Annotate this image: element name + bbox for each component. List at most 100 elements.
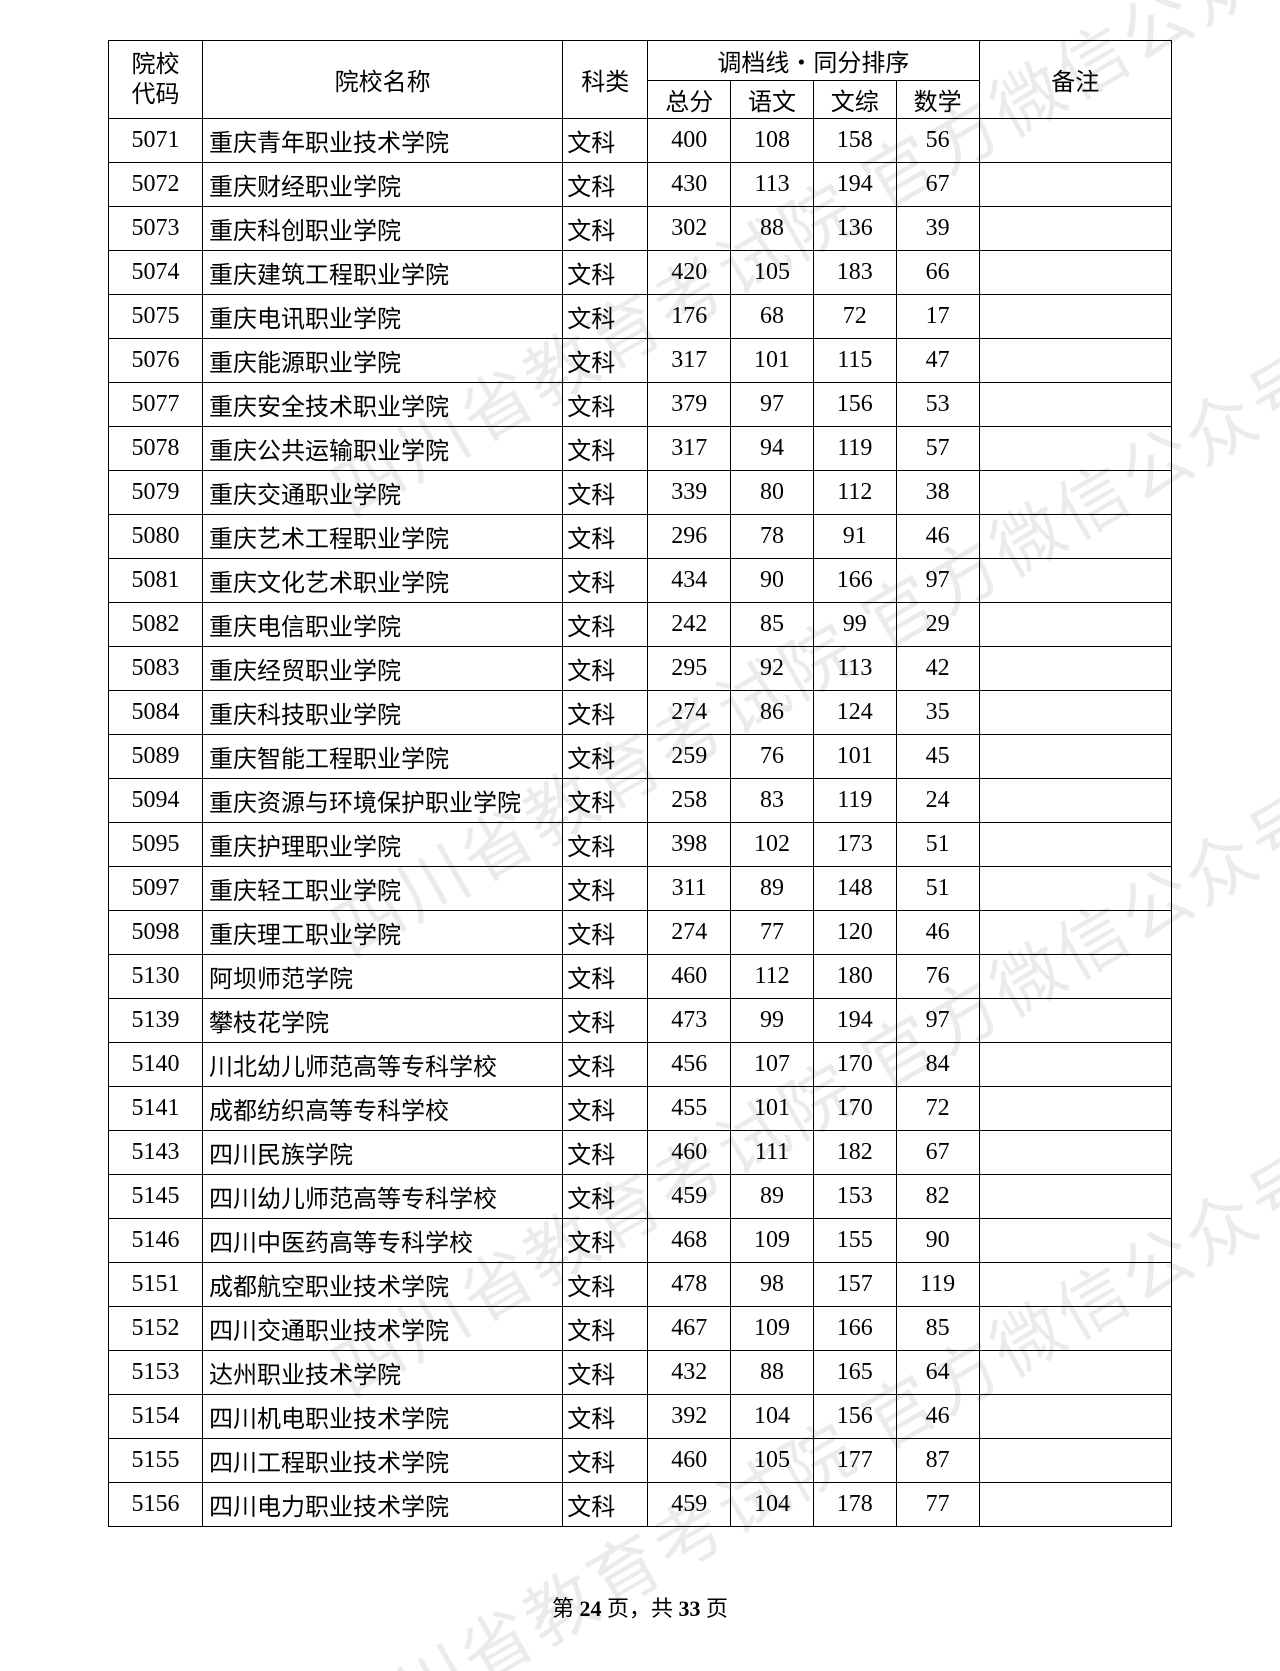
cell-total: 478 (648, 1263, 731, 1307)
cell-math: 29 (896, 603, 979, 647)
cell-chinese: 105 (731, 251, 814, 295)
table-row: 5077重庆安全技术职业学院文科3799715653 (109, 383, 1172, 427)
cell-total: 317 (648, 339, 731, 383)
cell-subject: 文科 (563, 1395, 648, 1439)
table-head: 院校代码 院校名称 科类 调档线・同分排序 备注 总分 语文 文综 数学 (109, 41, 1172, 119)
cell-name: 四川工程职业技术学院 (202, 1439, 562, 1483)
cell-remark (979, 427, 1172, 471)
cell-total: 460 (648, 955, 731, 999)
cell-math: 67 (896, 1131, 979, 1175)
cell-name: 重庆科技职业学院 (202, 691, 562, 735)
cell-remark (979, 471, 1172, 515)
table-row: 5079重庆交通职业学院文科3398011238 (109, 471, 1172, 515)
cell-wen: 166 (813, 559, 896, 603)
cell-total: 400 (648, 119, 731, 163)
cell-wen: 91 (813, 515, 896, 559)
cell-name: 重庆青年职业技术学院 (202, 119, 562, 163)
cell-remark (979, 779, 1172, 823)
col-remark: 备注 (979, 41, 1172, 119)
cell-name: 重庆科创职业学院 (202, 207, 562, 251)
cell-name: 四川交通职业技术学院 (202, 1307, 562, 1351)
cell-math: 45 (896, 735, 979, 779)
cell-math: 24 (896, 779, 979, 823)
cell-chinese: 98 (731, 1263, 814, 1307)
cell-total: 432 (648, 1351, 731, 1395)
cell-wen: 72 (813, 295, 896, 339)
cell-wen: 119 (813, 779, 896, 823)
cell-math: 46 (896, 1395, 979, 1439)
table-row: 5139攀枝花学院文科4739919497 (109, 999, 1172, 1043)
cell-remark (979, 1483, 1172, 1527)
cell-name: 四川电力职业技术学院 (202, 1483, 562, 1527)
cell-remark (979, 119, 1172, 163)
cell-wen: 148 (813, 867, 896, 911)
col-code: 院校代码 (109, 41, 203, 119)
cell-math: 76 (896, 955, 979, 999)
cell-wen: 170 (813, 1087, 896, 1131)
cell-subject: 文科 (563, 559, 648, 603)
cell-subject: 文科 (563, 1307, 648, 1351)
cell-chinese: 104 (731, 1395, 814, 1439)
cell-wen: 170 (813, 1043, 896, 1087)
cell-code: 5145 (109, 1175, 203, 1219)
cell-total: 473 (648, 999, 731, 1043)
cell-wen: 194 (813, 163, 896, 207)
cell-remark (979, 1219, 1172, 1263)
cell-name: 四川中医药高等专科学校 (202, 1219, 562, 1263)
cell-math: 47 (896, 339, 979, 383)
cell-chinese: 92 (731, 647, 814, 691)
pager-page: 24 (579, 1596, 601, 1621)
cell-wen: 173 (813, 823, 896, 867)
table-row: 5151成都航空职业技术学院文科47898157119 (109, 1263, 1172, 1307)
cell-code: 5153 (109, 1351, 203, 1395)
cell-subject: 文科 (563, 119, 648, 163)
pager: 第 24 页，共 33 页 (0, 1591, 1280, 1623)
col-chinese: 语文 (731, 81, 814, 119)
table-row: 5072重庆财经职业学院文科43011319467 (109, 163, 1172, 207)
cell-total: 295 (648, 647, 731, 691)
cell-math: 72 (896, 1087, 979, 1131)
cell-subject: 文科 (563, 647, 648, 691)
cell-chinese: 89 (731, 867, 814, 911)
cell-name: 重庆安全技术职业学院 (202, 383, 562, 427)
cell-total: 430 (648, 163, 731, 207)
cell-wen: 158 (813, 119, 896, 163)
table-row: 5080重庆艺术工程职业学院文科296789146 (109, 515, 1172, 559)
table-row: 5081重庆文化艺术职业学院文科4349016697 (109, 559, 1172, 603)
cell-chinese: 109 (731, 1219, 814, 1263)
cell-chinese: 104 (731, 1483, 814, 1527)
cell-chinese: 88 (731, 1351, 814, 1395)
cell-name: 重庆交通职业学院 (202, 471, 562, 515)
table-row: 5154四川机电职业技术学院文科39210415646 (109, 1395, 1172, 1439)
cell-chinese: 108 (731, 119, 814, 163)
col-wen: 文综 (813, 81, 896, 119)
cell-chinese: 99 (731, 999, 814, 1043)
cell-subject: 文科 (563, 1219, 648, 1263)
table-row: 5094重庆资源与环境保护职业学院文科2588311924 (109, 779, 1172, 823)
cell-remark (979, 867, 1172, 911)
cell-wen: 178 (813, 1483, 896, 1527)
cell-subject: 文科 (563, 1087, 648, 1131)
cell-total: 392 (648, 1395, 731, 1439)
cell-total: 311 (648, 867, 731, 911)
cell-name: 重庆理工职业学院 (202, 911, 562, 955)
table-row: 5073重庆科创职业学院文科3028813639 (109, 207, 1172, 251)
cell-code: 5071 (109, 119, 203, 163)
cell-total: 398 (648, 823, 731, 867)
cell-name: 重庆资源与环境保护职业学院 (202, 779, 562, 823)
cell-remark (979, 647, 1172, 691)
cell-wen: 183 (813, 251, 896, 295)
cell-code: 5075 (109, 295, 203, 339)
cell-total: 468 (648, 1219, 731, 1263)
cell-wen: 124 (813, 691, 896, 735)
table-row: 5143四川民族学院文科46011118267 (109, 1131, 1172, 1175)
cell-code: 5072 (109, 163, 203, 207)
page: 四川省教育考试院 官方微信公众号 四川省教育考试院 官方微信公众号 四川省教育考… (0, 0, 1280, 1671)
cell-code: 5139 (109, 999, 203, 1043)
cell-name: 四川机电职业技术学院 (202, 1395, 562, 1439)
cell-code: 5081 (109, 559, 203, 603)
table-row: 5130阿坝师范学院文科46011218076 (109, 955, 1172, 999)
cell-math: 84 (896, 1043, 979, 1087)
cell-code: 5152 (109, 1307, 203, 1351)
cell-name: 四川幼儿师范高等专科学校 (202, 1175, 562, 1219)
